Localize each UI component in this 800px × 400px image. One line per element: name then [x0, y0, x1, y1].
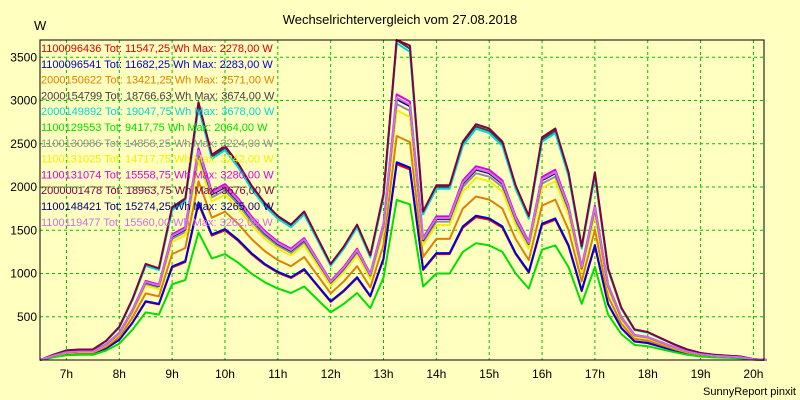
x-tick-label: 13h: [373, 367, 393, 381]
x-tick-label: 10h: [215, 367, 235, 381]
x-tick-label: 8h: [113, 367, 126, 381]
series-line: [39, 96, 767, 361]
legend-entry: 2000001478 Tot: 18963,75 Wh Max: 3676,00…: [41, 185, 275, 197]
legend-entry: 2000149892 Tot: 19047,75 Wh Max: 3678,00…: [41, 106, 275, 118]
series-line: [39, 135, 767, 361]
y-axis: 500 1000 1500 2000 2500 3000 3500: [10, 50, 37, 323]
legend-entry: 1100096541 Tot: 11682,25 Wh Max: 2283,00…: [41, 59, 273, 71]
legend-entry: 2000154799 Tot: 18766,63 Wh Max: 3674,00…: [41, 90, 275, 102]
x-tick-label: 7h: [60, 367, 73, 381]
chart-title: Wechselrichtervergleich vom 27.08.2018: [283, 12, 518, 27]
legend-entry: 2000150622 Tot: 13421,25 Wh Max: 2571,00…: [41, 75, 275, 87]
x-tick-label: 15h: [479, 367, 499, 381]
y-axis-unit: W: [34, 18, 47, 33]
y-tick-label: 1500: [10, 223, 37, 237]
series-line: [39, 161, 767, 361]
x-tick-label: 18h: [638, 367, 658, 381]
legend-entry: 1100129553 Tot: 9417,75 Wh Max: 2064,00 …: [41, 122, 268, 134]
y-tick-label: 2000: [10, 180, 37, 194]
legend-entry: 1100148421 Tot: 15274,25 Wh Max: 3265,00…: [41, 201, 274, 213]
plot-frame: [39, 39, 765, 361]
x-tick-label: 17h: [585, 367, 605, 381]
x-tick-label: 19h: [691, 367, 711, 381]
x-tick-label: 20h: [743, 367, 763, 381]
legend-entry: 1100131074 Tot: 15558,75 Wh Max: 3280,00…: [41, 169, 274, 181]
y-tick-label: 3000: [10, 94, 37, 108]
x-tick-label: 11h: [268, 367, 287, 381]
series-line: [39, 199, 767, 361]
x-axis: 7h 8h 9h 10h 11h 12h 13h 14h 15h 16h 17h 18h 19h 20h: [60, 367, 764, 381]
legend-entry: 1100119477 Tot: 15560,00 Wh Max: 3262,00…: [41, 217, 273, 229]
x-tick-label: 12h: [321, 367, 341, 381]
x-tick-label: 9h: [165, 367, 178, 381]
series-line: [39, 39, 767, 361]
legend: 1100096436 Tot: 11547,25 Wh Max: 2278,00…: [41, 43, 275, 229]
legend-entry: 1100096436 Tot: 11547,25 Wh Max: 2278,00…: [41, 43, 273, 55]
y-tick-label: 1000: [10, 267, 37, 281]
x-tick-label: 14h: [426, 367, 446, 381]
footer-credit: SunnyReport pinxit: [703, 386, 796, 398]
y-tick-label: 2500: [10, 137, 37, 151]
legend-entry: 1100131025 Tot: 14717,75 Wh Max: 3242,00…: [41, 154, 274, 166]
y-tick-label: 500: [17, 310, 37, 324]
series-layer: [39, 39, 767, 361]
grid: [40, 40, 764, 360]
y-tick-label: 3500: [10, 50, 37, 64]
legend-entry: 1100130986 Tot: 14858,25 Wh Max: 3224,00…: [41, 138, 274, 150]
x-tick-label: 16h: [532, 367, 552, 381]
